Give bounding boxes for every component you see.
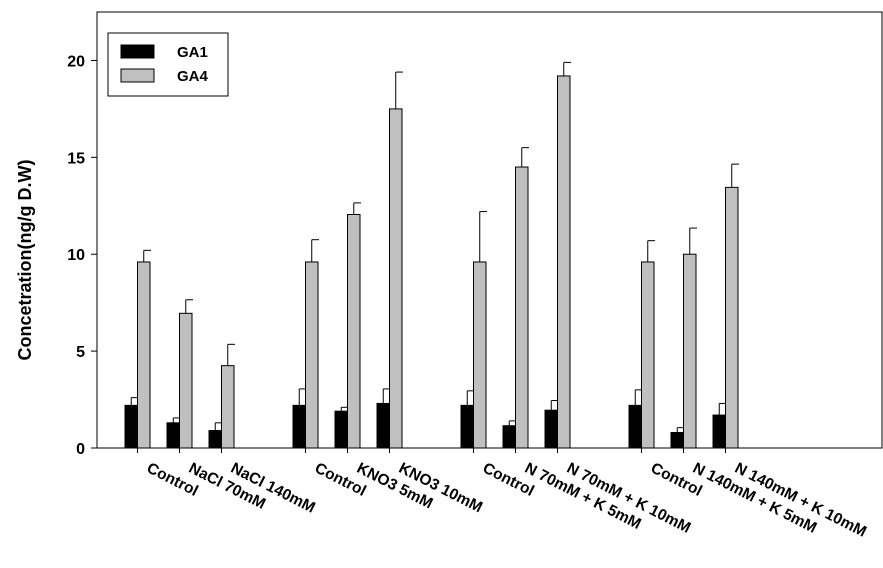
- y-tick-label: 10: [67, 247, 85, 264]
- bar-ga4: [179, 312, 193, 449]
- legend-swatch-ga4: [120, 68, 155, 83]
- bar-ga1: [166, 422, 180, 449]
- bar-ga1: [376, 402, 390, 449]
- bar-ga1: [544, 409, 558, 449]
- bar-ga4: [641, 261, 655, 449]
- bar-ga4: [515, 166, 529, 449]
- bar-ga1: [712, 414, 726, 449]
- bar-ga1: [208, 430, 222, 449]
- bar-ga1: [334, 410, 348, 449]
- bar-ga1: [460, 404, 474, 449]
- bar-ga4: [473, 261, 487, 449]
- legend-label: GA4: [177, 68, 209, 85]
- bar-ga1: [670, 431, 684, 449]
- bar-ga4: [347, 213, 361, 449]
- y-tick-label: 20: [67, 53, 85, 70]
- y-axis-title: Concetration(ng/g D.W): [15, 160, 35, 361]
- bar-ga4: [221, 365, 235, 449]
- y-tick-label: 15: [67, 150, 85, 167]
- bar-ga4: [683, 253, 697, 449]
- bar-ga4: [557, 75, 571, 449]
- bar-ga4: [137, 261, 151, 449]
- legend-label: GA1: [177, 44, 208, 61]
- bar-ga4: [725, 186, 739, 449]
- bar-ga1: [124, 404, 138, 449]
- plot-frame: [96, 11, 883, 449]
- y-tick-label: 5: [76, 344, 85, 361]
- bar-ga4: [389, 108, 403, 449]
- y-tick-label: 0: [76, 441, 85, 458]
- legend-swatch-ga1: [120, 44, 155, 59]
- bar-ga1: [292, 404, 306, 449]
- legend-box: [107, 32, 229, 97]
- bar-ga4: [305, 261, 319, 449]
- bar-ga1: [628, 404, 642, 449]
- bar-ga1: [502, 425, 516, 449]
